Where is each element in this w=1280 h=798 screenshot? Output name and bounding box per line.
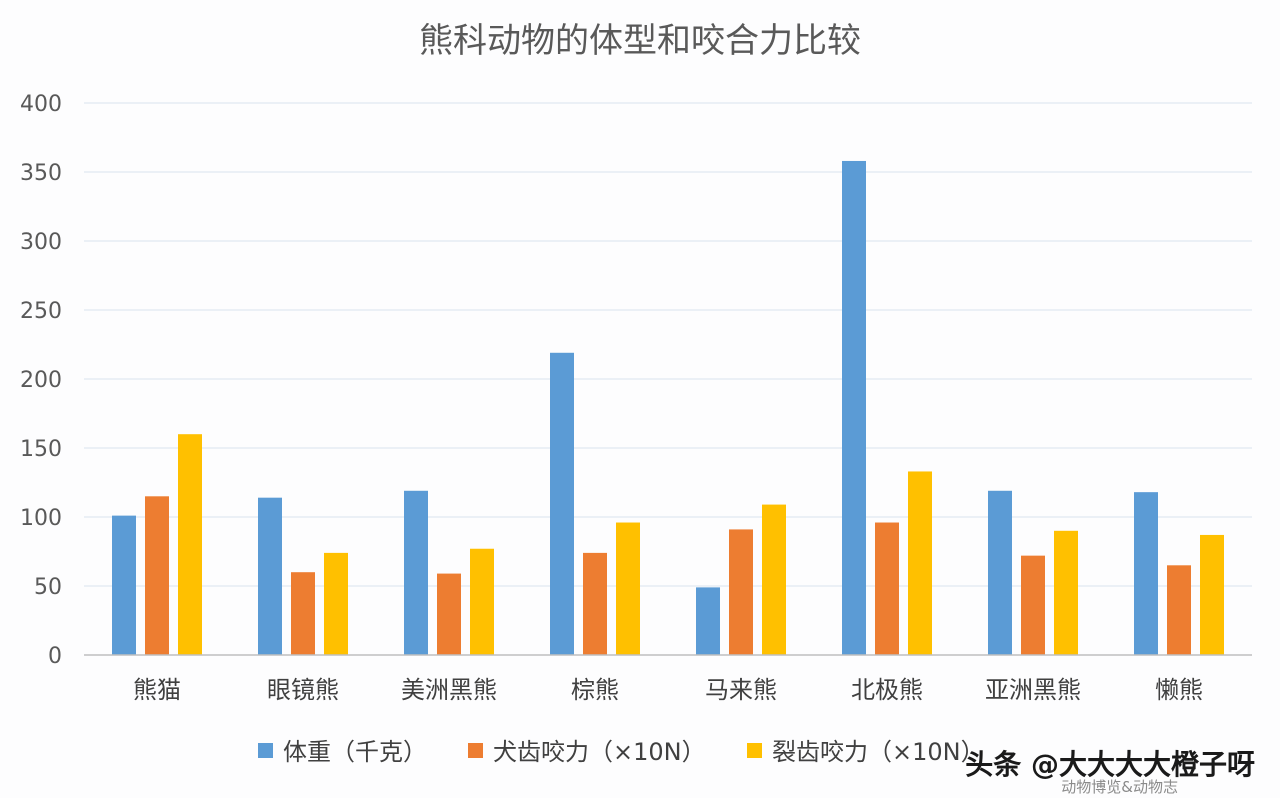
- bar: [1054, 530, 1078, 655]
- watermark: 头条 @大大大大橙子呀 动物博览&动物志: [965, 748, 1255, 796]
- x-category-label: 北极熊: [851, 676, 923, 704]
- bar: [404, 490, 428, 655]
- x-category-label: 懒熊: [1155, 676, 1203, 704]
- bar: [178, 434, 202, 655]
- bar: [550, 352, 574, 655]
- watermark-sub-text: 动物博览&动物志: [1061, 778, 1178, 796]
- bar: [112, 515, 136, 655]
- y-axis-ticks: 0 50 100 150 200 250 300 350 400: [20, 92, 62, 669]
- legend-swatch: [258, 743, 273, 758]
- y-tick-label: 300: [20, 230, 62, 255]
- bar: [1134, 492, 1158, 655]
- y-tick-label: 350: [20, 161, 62, 186]
- bar: [470, 548, 494, 655]
- x-category-label: 熊猫: [133, 676, 181, 704]
- bar: [842, 160, 866, 655]
- y-tick-label: 0: [48, 644, 62, 669]
- bar: [258, 497, 282, 655]
- y-tick-label: 400: [20, 92, 62, 117]
- x-category-label: 亚洲黑熊: [985, 676, 1081, 704]
- bar: [291, 572, 315, 655]
- bar: [324, 552, 348, 655]
- chart-title: 熊科动物的体型和咬合力比较: [419, 21, 861, 61]
- bar: [1021, 555, 1045, 655]
- y-tick-label: 250: [20, 299, 62, 324]
- bar: [875, 522, 899, 655]
- legend-swatch: [747, 743, 762, 758]
- bar: [1167, 565, 1191, 655]
- x-category-label: 眼镜熊: [267, 676, 339, 704]
- bar: [616, 522, 640, 655]
- x-category-label: 马来熊: [705, 676, 777, 704]
- bar: [145, 496, 169, 655]
- bar: [696, 587, 720, 655]
- y-tick-label: 200: [20, 368, 62, 393]
- bars: [112, 160, 1224, 655]
- x-category-label: 棕熊: [571, 676, 619, 704]
- bar: [583, 552, 607, 655]
- bar: [729, 529, 753, 655]
- legend: 体重（千克） 犬齿咬力（×10N） 裂齿咬力（×10N）: [258, 738, 985, 766]
- bar: [437, 573, 461, 655]
- watermark-main-text: 头条 @大大大大橙子呀: [965, 748, 1255, 781]
- legend-label: 体重（千克）: [283, 738, 427, 766]
- legend-swatch: [468, 743, 483, 758]
- x-category-label: 美洲黑熊: [401, 676, 497, 704]
- bar: [988, 490, 1012, 655]
- y-tick-label: 100: [20, 506, 62, 531]
- bar: [1200, 534, 1224, 655]
- bar: [908, 471, 932, 655]
- bar: [762, 504, 786, 655]
- x-axis: 熊猫 眼镜熊 美洲黑熊 棕熊 马来熊 北极熊 亚洲黑熊 懒熊: [84, 654, 1252, 704]
- legend-label: 裂齿咬力（×10N）: [772, 738, 985, 766]
- legend-label: 犬齿咬力（×10N）: [493, 738, 706, 766]
- y-tick-label: 150: [20, 437, 62, 462]
- y-tick-label: 50: [34, 575, 62, 600]
